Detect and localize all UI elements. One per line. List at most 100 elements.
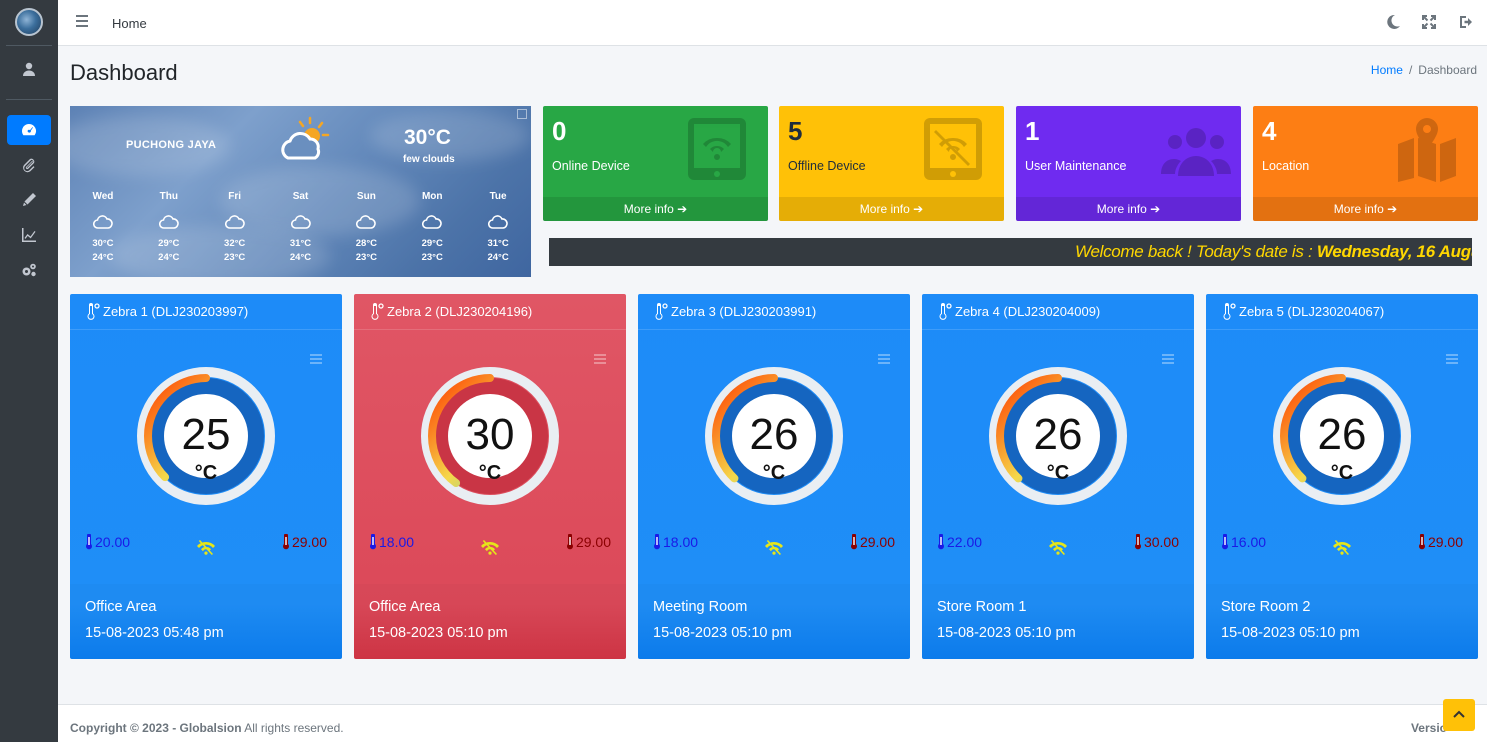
weather-expand-icon[interactable] [517,109,527,119]
back-to-top-button[interactable] [1443,699,1475,731]
forecast-day: Wed 30°C 24°C [70,191,136,265]
nav-home-link[interactable]: Home [112,16,147,31]
forecast-low: 23°C [355,252,377,263]
device-card[interactable]: Zebra 3 (DLJ230203991) 26 °C 18.00 29.00 Meet… [638,294,910,659]
device-timestamp: 15-08-2023 05:48 pm [85,625,224,641]
gears-icon [22,263,36,277]
card-menu-icon[interactable] [1162,354,1174,364]
cloud-icon [136,209,202,235]
forecast-day: Sat 31°C 24°C [268,191,334,265]
max-temperature: 29.00 [566,534,611,550]
thermometer-icon [369,303,385,321]
hamburger-menu-icon[interactable] [76,15,88,29]
cloud-icon [268,209,334,235]
device-location: Store Room 1 [937,599,1027,615]
location-label: Location [1262,159,1310,173]
temperature-gauge [989,367,1127,505]
location-more-info[interactable]: More info ➔ [1253,197,1478,221]
map-marker-icon [1396,116,1458,182]
device-name: Zebra 5 (DLJ230204067) [1239,304,1385,319]
user-maintenance-box: 1 User Maintenance More info ➔ [1016,106,1241,221]
user-maintenance-more-info[interactable]: More info ➔ [1016,197,1241,221]
weather-temperature: 30°C [404,126,451,149]
breadcrumb-home-link[interactable]: Home [1370,63,1403,77]
thermometer-icon [653,303,669,321]
users-icon [1161,116,1231,182]
max-temperature: 29.00 [282,534,327,550]
thermometer-icon [937,303,953,321]
forecast-high: 30°C [92,238,114,249]
thermometer-cold-icon [654,534,660,550]
card-header: Zebra 2 (DLJ230204196) [354,294,626,330]
temperature-value: 26 [1033,410,1083,459]
offline-device-more-info[interactable]: More info ➔ [779,197,1004,221]
sidebar-item-user[interactable] [7,54,51,84]
forecast-low: 23°C [421,252,443,263]
forecast-low: 24°C [289,252,312,263]
fullscreen-button[interactable] [1421,14,1437,30]
min-temperature: 18.00 [653,534,698,550]
sign-out-icon [1460,16,1472,28]
max-temperature: 30.00 [1134,534,1179,550]
forecast-low: 23°C [224,252,246,263]
temperature-unit: °C [762,462,786,484]
moon-icon [1387,14,1400,29]
breadcrumb-current: Dashboard [1418,63,1477,77]
logout-button[interactable] [1458,14,1474,30]
sidebar-item-calibration[interactable] [7,185,51,215]
device-card[interactable]: Zebra 4 (DLJ230204009) 26 °C 22.00 30.00 Stor… [922,294,1194,659]
device-card[interactable]: Zebra 1 (DLJ230203997) 25 °C 20.00 29.00 Offi… [70,294,342,659]
cloud-icon [333,209,399,235]
device-card[interactable]: Zebra 2 (DLJ230204196) 30 °C 18.00 29.00 Offi… [354,294,626,659]
forecast-low: 24°C [487,252,509,263]
sidebar-item-dashboard[interactable] [7,115,51,145]
temperature-gauge [421,367,559,505]
logo[interactable] [15,8,43,36]
max-temperature: 29.00 [1418,534,1463,550]
card-header: Zebra 3 (DLJ230203991) [638,294,910,330]
sidebar-divider [6,99,52,100]
card-header: Zebra 4 (DLJ230204009) [922,294,1194,330]
welcome-message: Welcome back ! Today's date is : Wednesd… [1075,242,1472,261]
location-box: 4 Location More info ➔ [1253,106,1478,221]
sun-cloud-icon [276,116,332,166]
online-device-count: 0 [552,116,567,146]
dark-mode-toggle[interactable] [1385,14,1401,30]
cloud-icon [465,209,531,235]
forecast-low: 24°C [92,252,114,263]
temperature-gauge [1273,367,1411,505]
thermometer-hot-icon [566,534,573,550]
device-card[interactable]: Zebra 5 (DLJ230204067) 26 °C 16.00 29.00 Stor… [1206,294,1478,659]
sidebar-item-settings[interactable] [7,255,51,285]
forecast-day: Mon 29°C 23°C [399,191,465,265]
device-location: Store Room 2 [1221,599,1311,615]
page-title: Dashboard [70,60,178,85]
sidebar-item-attachments[interactable] [7,150,51,180]
location-count: 4 [1262,116,1277,146]
card-menu-icon[interactable] [310,354,322,364]
temperature-gauge [137,367,275,505]
dashboard-gauge-icon [22,124,36,136]
device-timestamp: 15-08-2023 05:10 pm [937,625,1076,641]
temperature-unit: °C [1046,462,1070,484]
thermometer-hot-icon [282,534,289,550]
user-icon [23,62,35,76]
card-menu-icon[interactable] [878,354,890,364]
online-device-more-info[interactable]: More info ➔ [543,197,768,221]
sidebar-divider [6,45,52,46]
user-maintenance-label: User Maintenance [1025,159,1127,173]
footer: Copyright © 2023 - Globalsion All rights… [58,704,1487,742]
temperature-unit: °C [194,462,218,484]
temperature-value: 30 [465,410,515,459]
cloud-icon [399,209,465,235]
device-location: Office Area [369,599,441,615]
card-menu-icon[interactable] [594,354,606,364]
min-temperature: 18.00 [369,534,414,550]
forecast-day-name: Fri [228,191,242,202]
card-menu-icon[interactable] [1446,354,1458,364]
device-name: Zebra 3 (DLJ230203991) [671,304,817,319]
thermometer-cold-icon [370,534,376,550]
thermometer-cold-icon [86,534,92,550]
temperature-value: 25 [181,410,231,459]
sidebar-item-reports[interactable] [7,220,51,250]
